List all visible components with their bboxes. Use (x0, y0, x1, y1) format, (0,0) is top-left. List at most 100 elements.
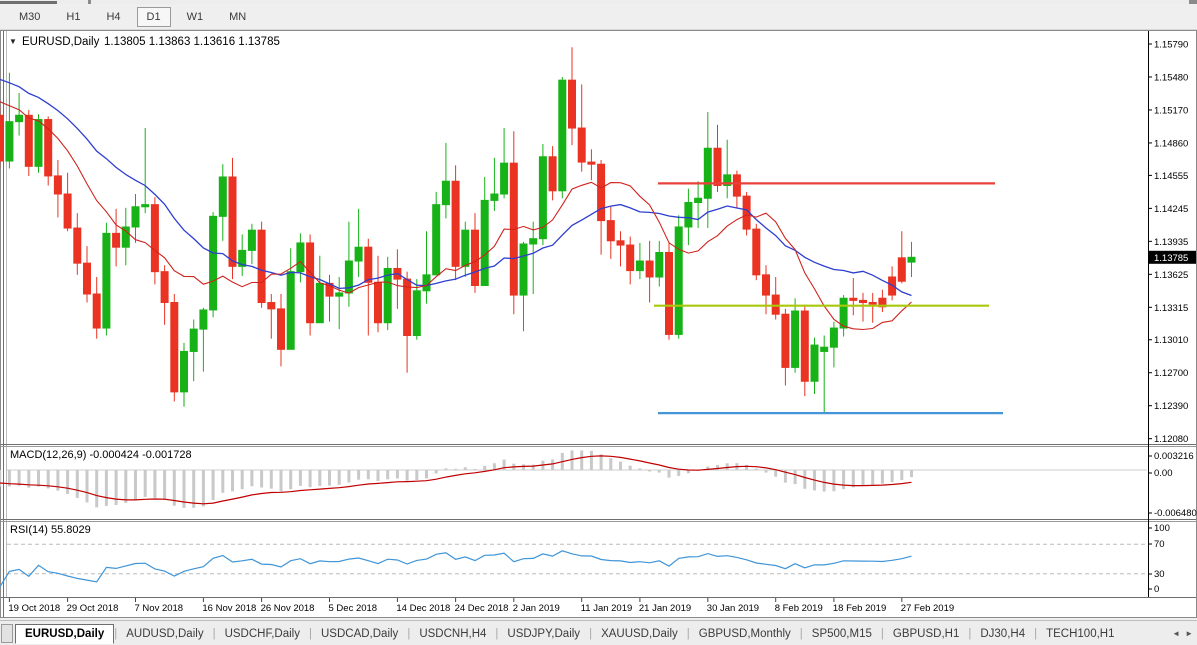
candle-body (5, 121, 14, 162)
macd-histogram-bar (46, 470, 50, 489)
candle-body (635, 260, 644, 272)
tab-separator: | (212, 627, 216, 640)
macd-histogram-bar (803, 470, 807, 489)
candle-body (577, 127, 586, 163)
macd-histogram-bar (221, 470, 225, 493)
macd-histogram-bar (754, 468, 758, 470)
macd-histogram-bar (318, 470, 322, 486)
candle-body (606, 220, 615, 242)
timeframe-button-M30[interactable]: M30 (19, 10, 41, 23)
chart-window-frame (0, 30, 1197, 618)
date-axis-label: 8 Feb 2019 (775, 603, 823, 614)
candle-body (752, 228, 761, 276)
symbol-tab-AUDUSD-Daily[interactable]: AUDUSD,Daily (126, 627, 204, 640)
candle-body (34, 119, 43, 167)
symbol-tab-DJ30-H4[interactable]: DJ30,H4 (980, 627, 1026, 640)
candle-body (160, 271, 169, 304)
candle-body (645, 260, 654, 278)
macd-histogram-bar (648, 470, 652, 472)
symbol-tab-USDCHF-Daily[interactable]: USDCHF,Daily (224, 627, 300, 640)
date-axis-label: 26 Nov 2018 (261, 603, 315, 614)
price-axis-label: 1.14245 (1154, 204, 1188, 215)
date-axis-label: 18 Feb 2019 (833, 603, 886, 614)
candle-body (0, 114, 4, 162)
timeframe-button-D1[interactable]: D1 (136, 6, 171, 27)
macd-histogram-bar (172, 470, 176, 506)
macd-axis-label: 0.00 (1154, 468, 1173, 479)
candle-body (44, 119, 53, 177)
macd-histogram-bar (580, 450, 584, 470)
candle-body (781, 313, 790, 368)
symbol-tab-TECH100-H1[interactable]: TECH100,H1 (1046, 627, 1115, 640)
tab-separator: | (114, 627, 118, 640)
macd-histogram-bar (842, 470, 846, 490)
candle-body (277, 308, 285, 350)
tab-bar-stub-button[interactable] (1, 624, 13, 643)
candle-body (888, 276, 897, 296)
symbol-tab-EURUSD-Daily[interactable]: EURUSD,Daily (15, 623, 115, 644)
tab-scroll-right-icon[interactable]: ► (1185, 629, 1193, 638)
price-axis-label: 1.15480 (1154, 72, 1188, 83)
candle-body (412, 290, 421, 336)
ma-slow-line (0, 78, 912, 297)
macd-histogram-bar (599, 454, 603, 470)
symbol-tab-USDCNH-H4[interactable]: USDCNH,H4 (419, 627, 487, 640)
candle-body (665, 252, 673, 335)
macd-histogram-bar (657, 470, 661, 473)
date-axis-label: 11 Jan 2019 (581, 603, 633, 614)
timeframe-button-W1[interactable]: W1 (186, 10, 204, 23)
chart-title-ohlc: 1.13805 1.13863 1.13616 1.13785 (104, 36, 280, 48)
macd-histogram-bar (182, 470, 186, 508)
macd-histogram-bar (134, 470, 137, 500)
candle-body (247, 229, 256, 251)
macd-histogram-bar (104, 470, 108, 506)
macd-histogram-bar (386, 470, 390, 480)
candle-body (315, 282, 324, 324)
candle-body (820, 346, 829, 352)
candle-body (24, 114, 33, 167)
macd-histogram-bar (27, 470, 31, 488)
candle-body (471, 229, 479, 286)
timeframe-button-H1[interactable]: H1 (66, 10, 81, 23)
price-chart-canvas[interactable]: 1.15790 1.15480 1.15170 1.14860 1.14555 1.142… (0, 0, 1197, 620)
candle-body (568, 79, 576, 129)
macd-histogram-bar (85, 470, 89, 503)
candle-body (306, 242, 315, 324)
tab-separator: | (686, 627, 690, 640)
candle-body (432, 204, 441, 276)
date-axis-label: 24 Dec 2018 (455, 603, 509, 614)
macd-histogram-bar (463, 467, 467, 470)
rsi-axis-label: 30 (1154, 569, 1165, 580)
timeframe-button-H4[interactable]: H4 (106, 10, 121, 23)
macd-histogram-bar (570, 450, 574, 470)
macd-histogram-bar (667, 470, 671, 478)
macd-histogram-bar (37, 470, 40, 487)
symbol-tab-GBPUSD-H1[interactable]: GBPUSD,H1 (892, 627, 960, 640)
macd-histogram-bar (502, 459, 506, 470)
candle-body (53, 175, 62, 195)
candle-body (296, 242, 305, 273)
symbol-tab-USDJPY-Daily[interactable]: USDJPY,Daily (507, 627, 581, 640)
candle-body (810, 344, 819, 382)
candle-body (141, 204, 150, 208)
symbol-tab-bar: EURUSD,Daily | AUDUSD,Daily | USDCHF,Daily | U… (0, 620, 1197, 645)
macd-histogram-bar (492, 463, 496, 470)
macd-histogram-bar (114, 470, 118, 506)
candle-body (849, 297, 858, 301)
symbol-tab-XAUUSD-Daily[interactable]: XAUUSD,Daily (601, 627, 678, 640)
macd-histogram-bar (17, 470, 21, 486)
candle-body (238, 249, 247, 267)
candle-body (354, 246, 363, 262)
macd-axis-label: 0.003216 (1154, 451, 1194, 462)
tab-scroll-left-icon[interactable]: ◄ (1172, 629, 1181, 638)
symbol-tab-SP500-M15[interactable]: SP500,M15 (811, 627, 872, 640)
symbol-tab-USDCAD-Daily[interactable]: USDCAD,Daily (320, 627, 399, 640)
macd-histogram-bar (163, 470, 167, 500)
macd-histogram-bar (531, 464, 535, 470)
symbol-tab-GBPUSD-Monthly[interactable]: GBPUSD,Monthly (698, 627, 791, 640)
macd-histogram-bar (240, 470, 244, 490)
candle-body (626, 244, 635, 272)
candle-body (189, 328, 198, 352)
macd-histogram-bar (900, 470, 904, 481)
timeframe-button-MN[interactable]: MN (229, 10, 247, 23)
